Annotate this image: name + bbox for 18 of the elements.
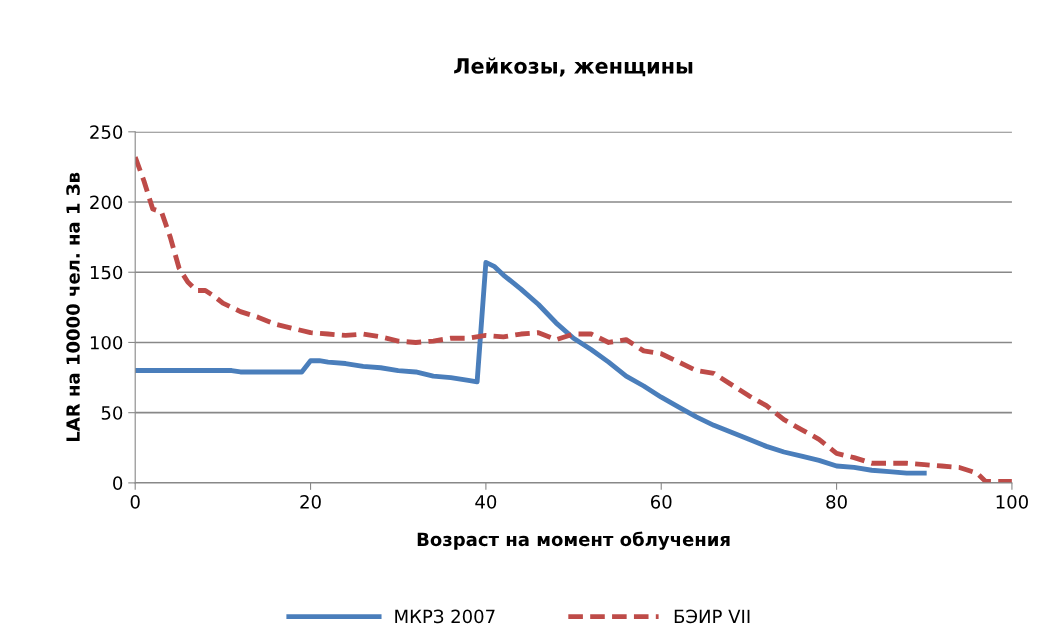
legend-label: БЭИР VII	[674, 609, 750, 624]
x-tick-label: 20	[300, 495, 321, 509]
y-axis-title: LAR на 10000 чел. на 1 Зв	[66, 172, 80, 442]
y-tick-label: 200	[90, 195, 123, 210]
x-tick-label: 40	[475, 495, 497, 509]
line-series	[135, 259, 927, 476]
x-axis-title: Возраст на момент облучения	[417, 531, 730, 550]
y-tick-label: 100	[90, 335, 123, 350]
y-tick-label: 50	[101, 406, 123, 420]
y-tick-label: 150	[90, 265, 123, 280]
chart-title: Лейкозы, женщины	[454, 57, 693, 77]
x-tick-label: 0	[130, 495, 140, 509]
legend-label: МКРЗ 2007	[395, 609, 495, 624]
x-tick-label: 80	[826, 495, 847, 509]
y-tick-label: 250	[90, 125, 123, 139]
x-tick-label: 60	[651, 495, 672, 509]
y-tick-label: 0	[113, 476, 123, 491]
x-tick-label: 100	[996, 495, 1028, 509]
